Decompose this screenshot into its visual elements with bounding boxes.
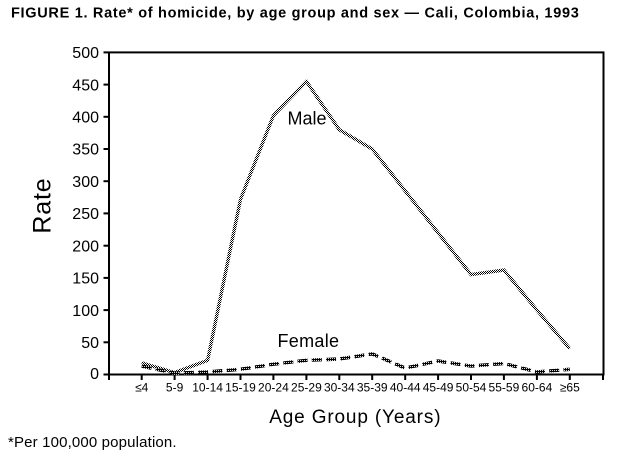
svg-text:40-44: 40-44 <box>390 381 421 395</box>
svg-text:50: 50 <box>81 335 99 352</box>
svg-text:500: 500 <box>72 45 99 62</box>
svg-text:Age Group (Years): Age Group (Years) <box>269 407 441 428</box>
svg-text:400: 400 <box>72 110 99 127</box>
svg-text:50-54: 50-54 <box>456 381 487 395</box>
svg-text:Female: Female <box>278 331 340 351</box>
svg-text:25-29: 25-29 <box>291 381 322 395</box>
svg-text:10-14: 10-14 <box>192 381 223 395</box>
svg-text:200: 200 <box>72 238 99 255</box>
svg-text:45-49: 45-49 <box>423 381 454 395</box>
svg-text:100: 100 <box>72 303 99 320</box>
svg-text:60-64: 60-64 <box>522 381 553 395</box>
svg-text:FIGURE 1. Rate* of homicide, b: FIGURE 1. Rate* of homicide, by age grou… <box>11 6 580 22</box>
svg-text:35-39: 35-39 <box>357 381 388 395</box>
svg-text:20-24: 20-24 <box>258 381 289 395</box>
svg-text:Male: Male <box>288 109 327 129</box>
svg-text:30-34: 30-34 <box>324 381 355 395</box>
svg-text:300: 300 <box>72 174 99 191</box>
svg-text:450: 450 <box>72 77 99 94</box>
svg-text:55-59: 55-59 <box>489 381 520 395</box>
svg-text:Rate: Rate <box>29 178 57 234</box>
svg-text:350: 350 <box>72 142 99 159</box>
svg-text:0: 0 <box>90 366 99 383</box>
svg-text:250: 250 <box>72 206 99 223</box>
svg-text:≤4: ≤4 <box>135 381 149 395</box>
svg-text:15-19: 15-19 <box>225 381 256 395</box>
svg-text:150: 150 <box>72 271 99 288</box>
svg-text:≥65: ≥65 <box>560 381 580 395</box>
svg-text:*Per 100,000 population.: *Per 100,000 population. <box>8 434 177 451</box>
svg-text:5-9: 5-9 <box>166 381 184 395</box>
